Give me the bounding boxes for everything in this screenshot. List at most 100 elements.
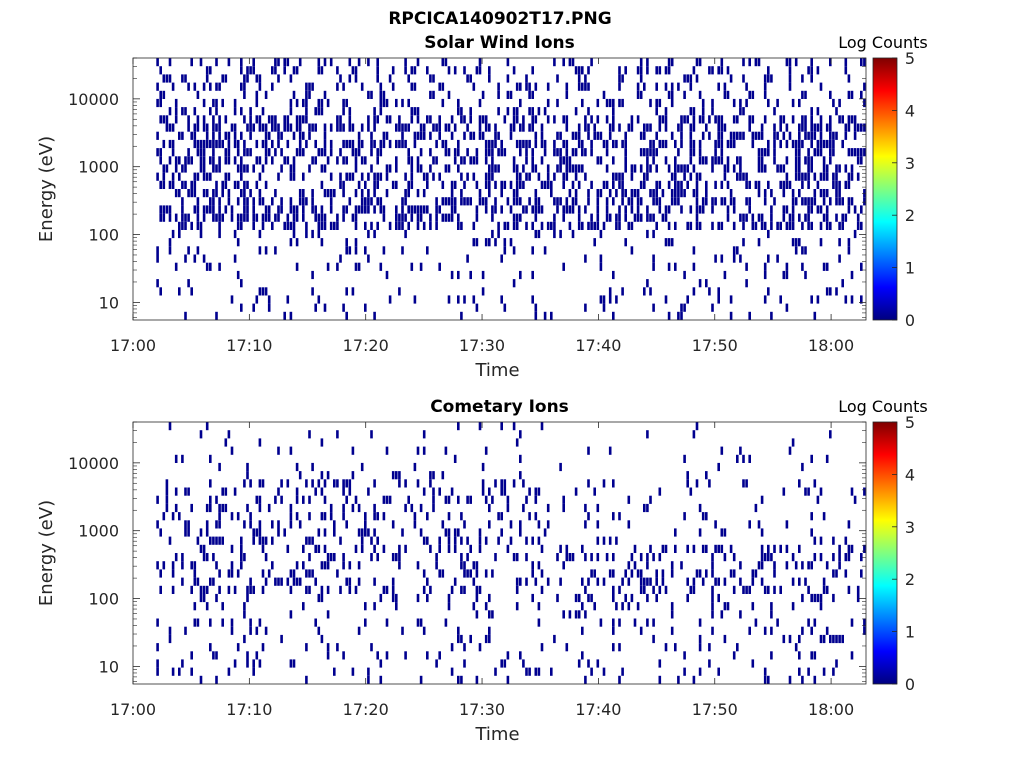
heatmap-cell xyxy=(844,536,848,545)
heatmap-cell xyxy=(162,213,166,222)
heatmap-cell xyxy=(695,74,699,83)
heatmap-cell xyxy=(382,213,386,222)
heatmap-cell xyxy=(162,512,166,521)
x-tick-label: 18:00 xyxy=(808,336,854,355)
heatmap-cell xyxy=(689,205,693,214)
heatmap-cell xyxy=(680,115,683,124)
heatmap-cell xyxy=(835,107,838,116)
heatmap-cell xyxy=(763,115,767,124)
heatmap-cell xyxy=(444,148,448,157)
heatmap-cell xyxy=(156,58,159,67)
heatmap-cell xyxy=(804,90,807,99)
heatmap-cell xyxy=(584,553,587,562)
heatmap-cell xyxy=(280,148,283,157)
heatmap-cell xyxy=(655,180,658,189)
heatmap-cell xyxy=(354,213,358,222)
heatmap-cell xyxy=(829,430,832,439)
x-tick-label: 17:40 xyxy=(575,336,621,355)
heatmap-cell xyxy=(339,180,342,189)
heatmap-cell xyxy=(367,189,370,198)
heatmap-cell xyxy=(853,229,857,239)
heatmap-cell xyxy=(190,503,193,513)
heatmap-cell xyxy=(224,438,228,447)
heatmap-cell xyxy=(407,156,410,165)
heatmap-cell xyxy=(829,634,832,644)
heatmap-cell xyxy=(708,115,711,124)
heatmap-cell xyxy=(717,66,720,75)
heatmap-cell xyxy=(429,164,432,173)
heatmap-cell xyxy=(847,553,851,562)
heatmap-cell xyxy=(441,180,445,189)
heatmap-cell xyxy=(804,172,807,181)
heatmap-cell xyxy=(348,123,352,132)
heatmap-cell xyxy=(484,139,488,149)
heatmap-cell xyxy=(326,651,330,660)
x-tick-label: 17:20 xyxy=(343,700,389,719)
heatmap-cell xyxy=(339,148,342,157)
heatmap-cell xyxy=(484,634,488,644)
heatmap-cell xyxy=(596,536,600,545)
heatmap-cell xyxy=(677,148,680,157)
heatmap-cell xyxy=(819,131,823,140)
heatmap-cell xyxy=(395,553,398,562)
heatmap-cell xyxy=(825,123,829,132)
heatmap-cell xyxy=(537,618,541,627)
heatmap-cell xyxy=(512,66,516,75)
heatmap-cell xyxy=(246,471,249,480)
heatmap-cell xyxy=(391,553,395,562)
heatmap-cell xyxy=(509,131,513,140)
heatmap-cell xyxy=(500,487,503,496)
heatmap-cell xyxy=(779,180,782,189)
heatmap-cell xyxy=(255,90,259,99)
heatmap-cell xyxy=(240,66,243,75)
heatmap-cell xyxy=(388,164,392,173)
heatmap-cell xyxy=(243,115,246,124)
heatmap-cell xyxy=(798,148,801,157)
heatmap-cell xyxy=(680,131,683,140)
heatmap-cell xyxy=(720,610,724,619)
heatmap-cell xyxy=(565,123,569,132)
heatmap-cell xyxy=(168,58,172,67)
heatmap-cell xyxy=(289,585,293,594)
heatmap-cell xyxy=(416,446,420,455)
heatmap-cell xyxy=(466,197,469,206)
heatmap-cell xyxy=(395,123,398,132)
heatmap-cell xyxy=(667,311,671,320)
heatmap-cell xyxy=(785,205,789,214)
heatmap-cell xyxy=(596,189,600,198)
heatmap-cell xyxy=(534,512,538,521)
heatmap-cell xyxy=(165,487,169,496)
heatmap-cell xyxy=(460,311,463,320)
heatmap-cell xyxy=(850,618,854,627)
heatmap-cell xyxy=(209,205,212,214)
heatmap-cell xyxy=(773,197,776,206)
heatmap-cell xyxy=(475,675,479,684)
heatmap-cell xyxy=(370,139,373,149)
heatmap-cell xyxy=(543,148,547,157)
heatmap-cell xyxy=(810,197,813,206)
heatmap-cell xyxy=(435,156,438,165)
heatmap-cell xyxy=(178,667,181,676)
heatmap-cell xyxy=(199,164,203,173)
heatmap-cell xyxy=(763,553,767,562)
heatmap-cell xyxy=(835,164,838,173)
heatmap-cell xyxy=(540,156,544,165)
heatmap-cell xyxy=(326,189,330,198)
heatmap-cell xyxy=(202,156,206,165)
heatmap-cell xyxy=(339,123,342,132)
heatmap-cell xyxy=(794,148,798,157)
heatmap-cell xyxy=(292,229,296,239)
heatmap-cell xyxy=(581,98,584,108)
heatmap-cell xyxy=(559,229,562,239)
heatmap-cell xyxy=(156,643,159,652)
heatmap-cell xyxy=(810,561,813,570)
heatmap-cell xyxy=(184,221,187,230)
heatmap-cell xyxy=(422,221,426,230)
heatmap-cell xyxy=(345,205,348,214)
heatmap-cell xyxy=(732,115,736,124)
heatmap-cell xyxy=(639,180,643,189)
heatmap-cell xyxy=(844,164,848,173)
heatmap-cell xyxy=(825,454,829,463)
heatmap-cell xyxy=(574,197,578,206)
heatmap-cell xyxy=(360,528,364,537)
